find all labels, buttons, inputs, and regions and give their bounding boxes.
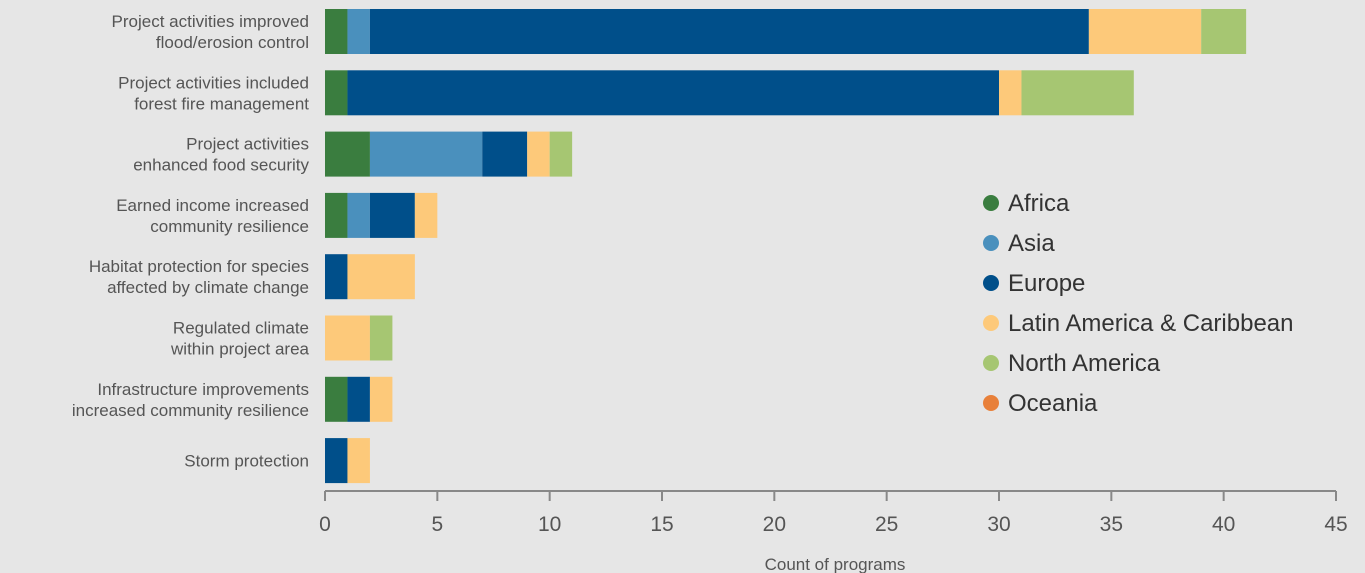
category-label-4-line-1: affected by climate change bbox=[107, 278, 309, 297]
legend-swatch-africa bbox=[983, 195, 999, 211]
legend-swatch-europe bbox=[983, 275, 999, 291]
category-label-6-line-0: Infrastructure improvements bbox=[97, 380, 309, 399]
x-tick-label-45: 45 bbox=[1324, 513, 1347, 536]
legend-label-asia: Asia bbox=[1008, 230, 1055, 257]
x-tick-label-10: 10 bbox=[538, 513, 561, 536]
bar-segment-latin-america-caribbean-4 bbox=[347, 254, 415, 300]
bar-segment-africa-1 bbox=[325, 70, 348, 116]
bar-segment-asia-3 bbox=[347, 192, 370, 238]
bar-segment-latin-america-caribbean-1 bbox=[999, 70, 1022, 116]
category-label-2-line-1: enhanced food security bbox=[133, 156, 309, 175]
bar-segment-latin-america-caribbean-0 bbox=[1088, 9, 1202, 54]
legend-label-oceania: Oceania bbox=[1008, 390, 1098, 417]
bar-segment-europe-0 bbox=[369, 9, 1089, 54]
legend-swatch-latin-america-caribbean bbox=[983, 315, 999, 331]
legend-label-europe: Europe bbox=[1008, 270, 1085, 297]
bar-segment-north-america-0 bbox=[1201, 9, 1247, 54]
legend-swatch-oceania bbox=[983, 395, 999, 411]
bar-segment-north-america-1 bbox=[1021, 70, 1134, 116]
bar-segment-europe-7 bbox=[325, 438, 348, 484]
legend-label-africa: Africa bbox=[1008, 190, 1070, 217]
category-label-1-line-1: forest fire management bbox=[134, 94, 309, 113]
bar-segment-north-america-2 bbox=[549, 131, 573, 177]
x-tick-label-30: 30 bbox=[987, 513, 1010, 536]
bar-segment-africa-6 bbox=[325, 376, 348, 422]
category-label-5-line-0: Regulated climate bbox=[173, 319, 309, 338]
bar-segment-europe-2 bbox=[482, 131, 528, 177]
legend-label-latin-america-caribbean: Latin America & Caribbean bbox=[1008, 310, 1294, 337]
category-label-2-line-0: Project activities bbox=[186, 135, 309, 154]
category-label-4-line-0: Habitat protection for species bbox=[89, 257, 309, 276]
bar-segment-europe-3 bbox=[369, 192, 415, 238]
category-label-3-line-0: Earned income increased bbox=[116, 196, 309, 215]
x-tick-label-15: 15 bbox=[650, 513, 673, 536]
bar-segment-asia-0 bbox=[347, 9, 370, 54]
bar-segment-europe-6 bbox=[347, 376, 370, 422]
bar-segment-latin-america-caribbean-2 bbox=[527, 131, 550, 177]
category-label-0-line-0: Project activities improved bbox=[112, 12, 309, 31]
category-labels: Project activities improved flood/erosion… bbox=[72, 12, 310, 471]
category-label-5-line-1: within project area bbox=[170, 340, 310, 359]
category-label-1-line-0: Project activities included bbox=[118, 73, 309, 92]
bar-segment-europe-4 bbox=[325, 254, 348, 300]
bars-layer bbox=[325, 9, 1247, 484]
x-axis-title: Count of programs bbox=[765, 555, 906, 573]
x-tick-label-20: 20 bbox=[763, 513, 786, 536]
bar-segment-africa-3 bbox=[325, 192, 348, 238]
category-label-3-line-1: community resilience bbox=[150, 217, 309, 236]
legend-swatch-north-america bbox=[983, 355, 999, 371]
x-tick-label-5: 5 bbox=[431, 513, 443, 536]
x-axis: 0 5 10 15 20 25 30 35 40 45 bbox=[319, 490, 1348, 536]
legend-swatch-asia bbox=[983, 235, 999, 251]
category-label-6-line-1: increased community resilience bbox=[72, 401, 309, 420]
x-tick-label-25: 25 bbox=[875, 513, 898, 536]
legend: Africa Asia Europe Latin America & Caribbea… bbox=[983, 190, 1294, 417]
category-label-0-line-1: flood/erosion control bbox=[156, 33, 309, 52]
x-tick-label-0: 0 bbox=[319, 513, 331, 536]
bar-segment-asia-2 bbox=[369, 131, 483, 177]
bar-segment-latin-america-caribbean-5 bbox=[325, 315, 370, 361]
x-tick-label-35: 35 bbox=[1100, 513, 1123, 536]
bar-segment-latin-america-caribbean-7 bbox=[347, 438, 370, 484]
bar-segment-north-america-5 bbox=[369, 315, 393, 361]
legend-label-north-america: North America bbox=[1008, 350, 1161, 377]
bar-segment-latin-america-caribbean-3 bbox=[414, 192, 438, 238]
bar-segment-europe-1 bbox=[347, 70, 999, 116]
bar-segment-africa-0 bbox=[325, 9, 348, 54]
bar-segment-latin-america-caribbean-6 bbox=[369, 376, 393, 422]
x-tick-label-40: 40 bbox=[1212, 513, 1235, 536]
category-label-7-line-0: Storm protection bbox=[184, 452, 309, 471]
bar-segment-africa-2 bbox=[325, 131, 370, 177]
